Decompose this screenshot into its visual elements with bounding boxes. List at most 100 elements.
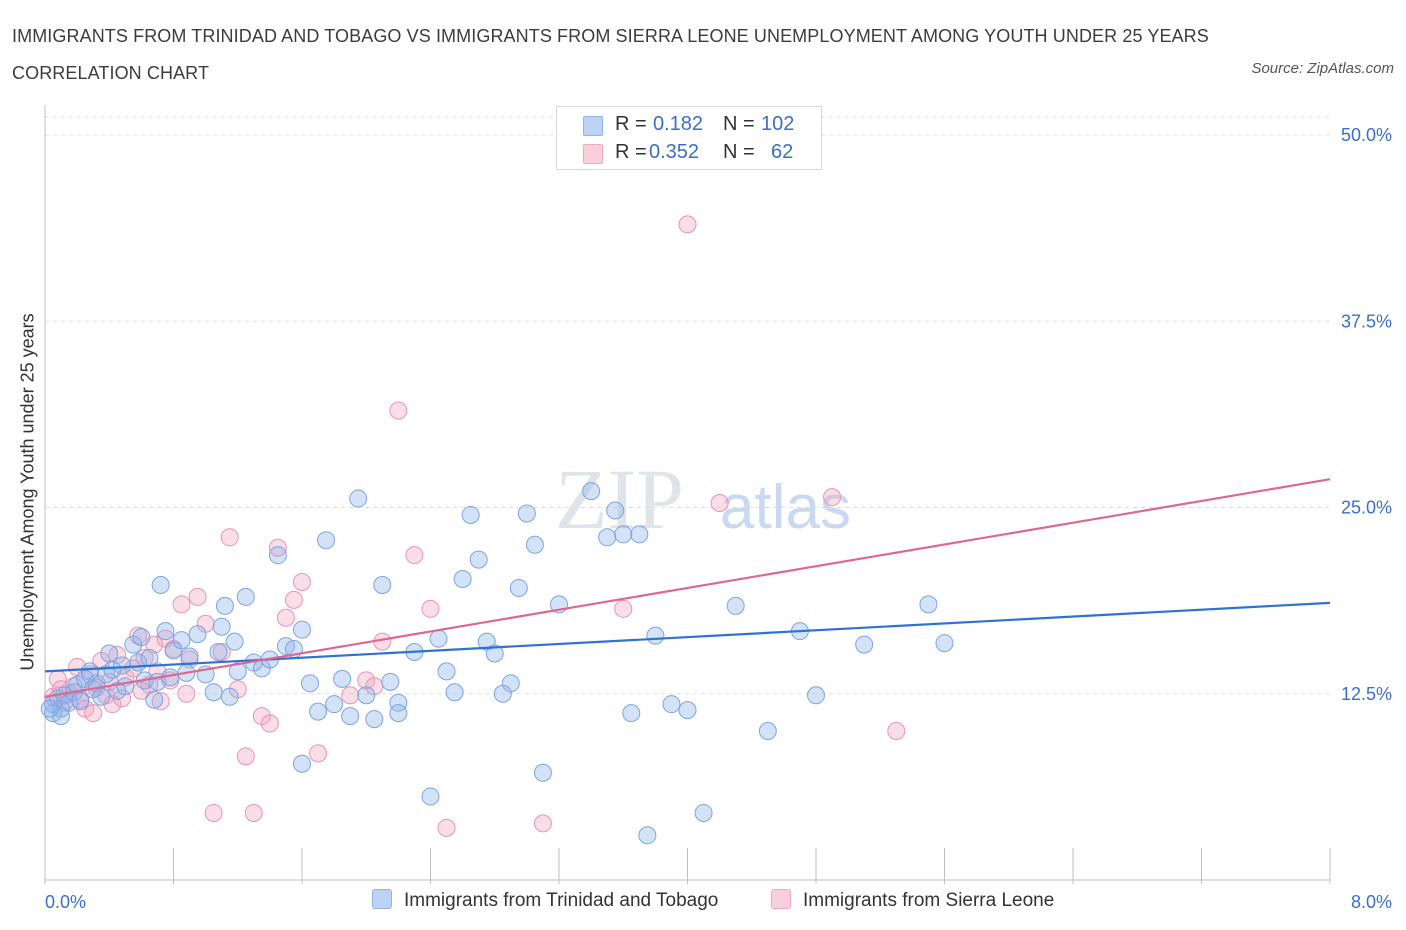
data-point-sierra-leone <box>204 803 223 822</box>
data-point-trinidad <box>421 787 440 806</box>
data-point-trinidad <box>225 632 244 651</box>
trend-line-sierra-leone <box>44 478 1331 698</box>
data-point-sierra-leone <box>389 401 408 420</box>
data-point-sierra-leone <box>260 714 279 733</box>
stats-r-label: R = <box>615 113 647 135</box>
data-point-trinidad <box>525 535 544 554</box>
data-point-trinidad <box>151 575 170 594</box>
data-point-trinidad <box>389 704 408 723</box>
data-point-sierra-leone <box>309 744 328 763</box>
data-point-trinidad <box>132 628 151 647</box>
data-point-trinidad <box>598 528 617 547</box>
data-point-sierra-leone <box>678 215 697 234</box>
data-point-trinidad <box>758 722 777 740</box>
data-point-trinidad <box>212 617 231 636</box>
stats-swatch-trinidad <box>583 116 603 136</box>
data-point-sierra-leone <box>710 494 729 513</box>
stats-swatch-sierra-leone <box>583 144 603 164</box>
stats-r-label: R = <box>615 141 647 163</box>
data-point-trinidad <box>381 672 400 691</box>
data-point-sierra-leone <box>129 626 148 645</box>
legend-item-trinidad: Immigrants from Trinidad and Tobago <box>372 889 718 912</box>
y-tick-label: 37.5% <box>1341 311 1392 331</box>
data-point-trinidad <box>445 683 464 702</box>
data-point-sierra-leone <box>244 803 263 822</box>
legend-label-trinidad: Immigrants from Trinidad and Tobago <box>404 890 719 911</box>
data-point-trinidad <box>582 482 601 501</box>
data-point-sierra-leone <box>151 692 170 711</box>
data-point-sierra-leone <box>177 684 196 703</box>
data-point-sierra-leone <box>421 599 440 618</box>
data-point-trinidad <box>293 754 311 773</box>
grid-lines <box>45 116 1330 695</box>
tick-labels: 12.5% 25.0% 37.5% 50.0% 0.0% 8.0% <box>45 125 1392 912</box>
data-point-trinidad <box>694 803 713 822</box>
x-tick-label: 8.0% <box>1351 892 1392 912</box>
series-trinidad-points <box>40 482 954 845</box>
stats-r-value: 0.182 <box>653 113 704 135</box>
data-point-trinidad <box>357 686 376 705</box>
data-point-trinidad <box>215 596 234 615</box>
data-point-trinidad <box>60 693 79 712</box>
x-tick-label: 0.0% <box>45 892 86 912</box>
legend-item-sierra-leone: Immigrants from Sierra Leone <box>771 889 1054 912</box>
data-point-trinidad <box>461 505 480 524</box>
data-point-trinidad <box>614 525 633 544</box>
data-point-trinidad <box>678 701 697 720</box>
data-point-trinidad <box>453 570 472 589</box>
data-point-sierra-leone <box>103 695 122 714</box>
legend-swatch-sierra-leone <box>771 889 791 909</box>
data-point-trinidad <box>919 595 938 614</box>
data-point-sierra-leone <box>124 659 143 678</box>
data-point-trinidad <box>52 707 71 726</box>
data-point-trinidad <box>662 695 681 714</box>
data-point-sierra-leone <box>887 722 906 740</box>
data-point-trinidad <box>622 704 641 723</box>
stats-n-label: N = <box>723 113 755 135</box>
y-tick-label: 12.5% <box>1341 684 1392 704</box>
legend-label-sierra-leone: Immigrants from Sierra Leone <box>803 890 1055 911</box>
data-point-trinidad <box>317 531 336 550</box>
data-point-trinidad <box>301 674 320 693</box>
data-point-sierra-leone <box>341 686 360 705</box>
data-point-trinidad <box>935 634 954 653</box>
data-point-trinidad <box>469 550 488 569</box>
data-point-trinidad <box>509 578 528 597</box>
data-point-sierra-leone <box>533 814 552 833</box>
data-point-trinidad <box>156 622 175 641</box>
data-point-sierra-leone <box>220 528 239 547</box>
trend-lines <box>44 478 1331 698</box>
watermark-zip: ZIP <box>555 451 684 547</box>
data-point-trinidad <box>646 626 665 645</box>
stats-n-value: 102 <box>761 113 795 135</box>
stats-r-value: 0.352 <box>649 141 700 163</box>
data-point-trinidad <box>293 620 311 639</box>
data-point-sierra-leone <box>284 590 303 609</box>
data-point-trinidad <box>501 674 520 693</box>
data-point-trinidad <box>333 669 352 688</box>
source-label: Source: ZipAtlas.com <box>1251 60 1394 77</box>
data-point-sierra-leone <box>823 488 842 507</box>
data-point-trinidad <box>341 707 360 726</box>
legend-swatch-trinidad <box>372 889 392 909</box>
data-point-sierra-leone <box>236 747 255 766</box>
data-point-trinidad <box>100 644 119 663</box>
data-point-trinidad <box>606 501 625 520</box>
data-point-trinidad <box>40 699 59 718</box>
data-point-sierra-leone <box>84 704 103 723</box>
data-point-trinidad <box>204 683 223 702</box>
data-point-trinidad <box>389 693 408 712</box>
data-point-sierra-leone <box>293 573 311 591</box>
data-point-trinidad <box>365 710 384 729</box>
stats-n-label: N = <box>723 141 755 163</box>
data-point-trinidad <box>236 587 255 606</box>
data-point-trinidad <box>533 763 552 782</box>
stats-n-value: 62 <box>771 141 794 163</box>
axes <box>44 105 1331 884</box>
data-point-trinidad <box>209 643 228 662</box>
watermark-atlas: atlas <box>720 473 851 542</box>
data-point-sierra-leone <box>268 538 287 557</box>
y-tick-label: 25.0% <box>1341 498 1392 518</box>
data-point-trinidad <box>140 648 159 667</box>
chart-title: IMMIGRANTS FROM TRINIDAD AND TOBAGO VS I… <box>12 26 1209 83</box>
